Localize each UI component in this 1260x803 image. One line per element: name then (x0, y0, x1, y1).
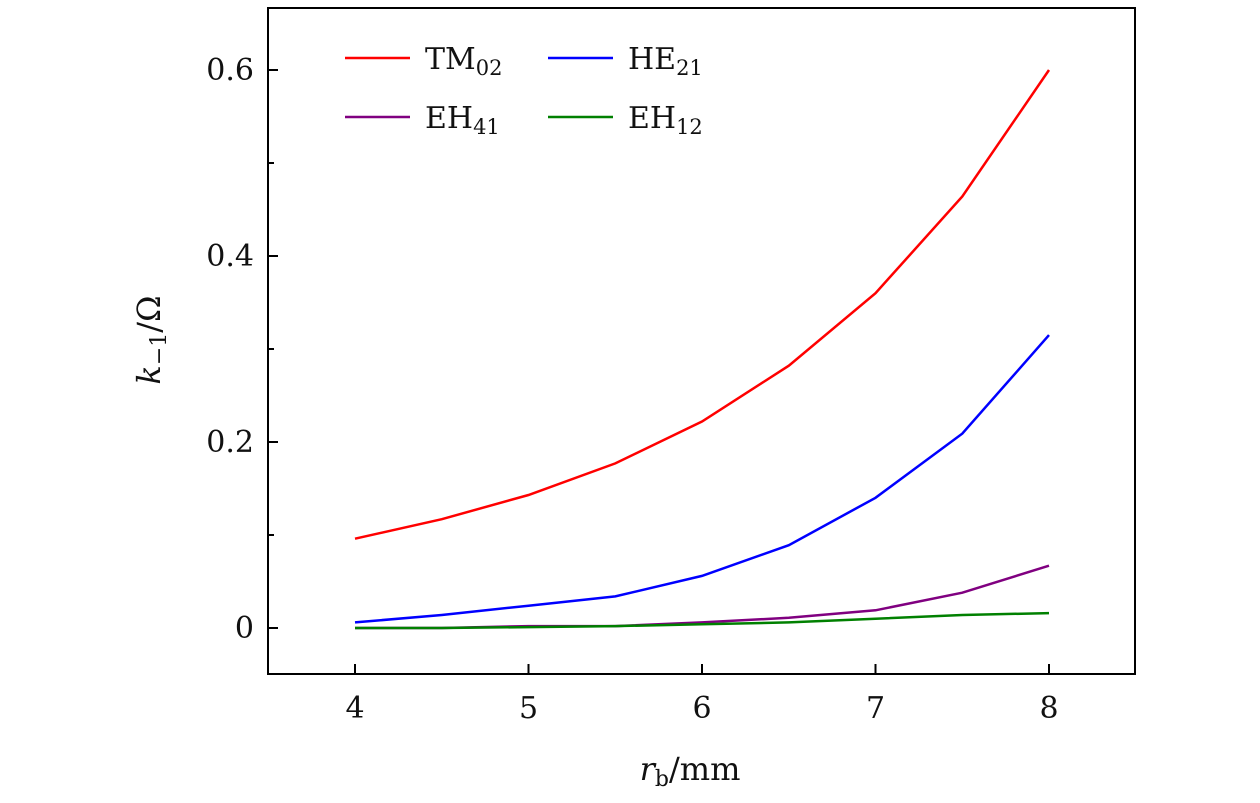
series-line-EH12 (355, 611, 1050, 630)
y-axis-title: k−1/Ω (130, 295, 172, 384)
series-line-TM02 (354, 69, 1051, 540)
x-tick-label: 4 (345, 691, 364, 726)
x-tick-label: 7 (866, 691, 885, 726)
y-tick-label: 0.6 (206, 53, 254, 88)
series-lines (354, 69, 1051, 630)
y-tick-label: 0.4 (206, 239, 254, 274)
legend: TM02 HE21 EH41 EH12 (345, 42, 703, 139)
legend-label-HE21: HE21 (628, 42, 703, 80)
series-line-HE21 (354, 334, 1050, 624)
x-tick-label: 8 (1039, 691, 1058, 726)
x-tick-label: 5 (519, 691, 538, 726)
ticks: 4 5 6 7 8 0 0.2 0.4 0.6 (206, 53, 1058, 726)
y-tick-label: 0 (235, 611, 254, 646)
x-axis-title: rb/mm (640, 750, 741, 792)
legend-label-EH41: EH41 (425, 101, 500, 139)
plot-frame (267, 7, 1136, 675)
legend-label-EH12: EH12 (628, 101, 703, 139)
legend-label-TM02: TM02 (425, 42, 502, 80)
y-tick-label: 0.2 (206, 425, 254, 460)
x-tick-label: 6 (692, 691, 711, 726)
